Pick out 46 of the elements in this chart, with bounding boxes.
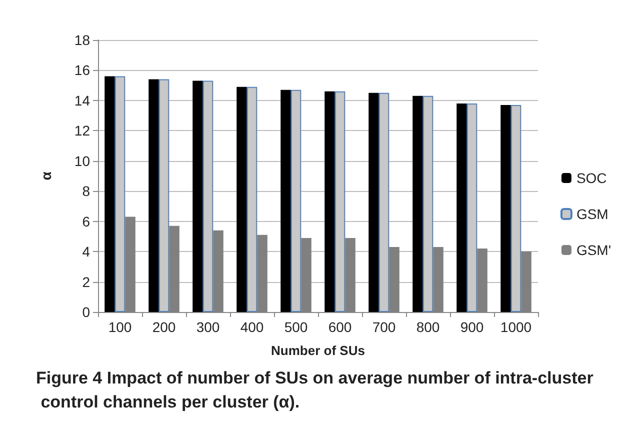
x-tick-label: 700	[372, 319, 396, 335]
y-tick-label: 2	[82, 274, 90, 290]
x-tick-label: 900	[460, 319, 484, 335]
bar	[324, 91, 335, 312]
legend-label: GSM	[576, 206, 608, 222]
bar	[202, 80, 214, 312]
bar	[466, 103, 478, 312]
x-tick-label: 1000	[500, 319, 532, 335]
bar	[412, 96, 423, 312]
bar	[422, 96, 434, 312]
y-tick-label: 14	[74, 92, 90, 108]
bar	[280, 90, 291, 312]
legend-label: GSM'	[576, 242, 611, 258]
bar	[104, 76, 115, 312]
x-tick-label: 300	[196, 319, 220, 335]
x-tick-label: 400	[240, 319, 264, 335]
bar	[290, 90, 302, 312]
x-tick-label: 800	[416, 319, 440, 335]
y-tick-label: 18	[74, 32, 90, 48]
y-tick-label: 6	[82, 213, 90, 230]
x-tick-label: 600	[328, 319, 352, 335]
bar	[510, 104, 522, 312]
y-axis-title: α	[38, 171, 54, 180]
y-tick-label: 12	[74, 122, 90, 139]
bar	[334, 91, 346, 312]
x-tick-label: 500	[284, 319, 308, 335]
x-tick-label: 100	[108, 319, 132, 335]
y-tick-label: 8	[82, 183, 90, 200]
bar	[236, 86, 247, 312]
bar	[148, 79, 159, 312]
legend-label: SOC	[576, 170, 607, 186]
bar	[456, 103, 467, 312]
y-tick-label: 10	[74, 152, 90, 169]
y-tick-label: 16	[74, 62, 90, 78]
bar	[368, 92, 379, 312]
caption: Figure 4 Impact of number of SUs on average number of intra-cluster control channels per cluster (α).	[36, 368, 594, 412]
bar	[158, 79, 170, 312]
bar	[500, 104, 511, 312]
bar	[192, 80, 203, 312]
y-tick-label: 4	[82, 244, 90, 260]
x-axis-title: Number of SUs	[271, 343, 365, 358]
x-tick-label: 200	[152, 319, 176, 335]
bar	[114, 76, 126, 312]
bar	[246, 86, 258, 312]
bar	[378, 92, 390, 312]
y-tick-label: 0	[82, 304, 90, 320]
